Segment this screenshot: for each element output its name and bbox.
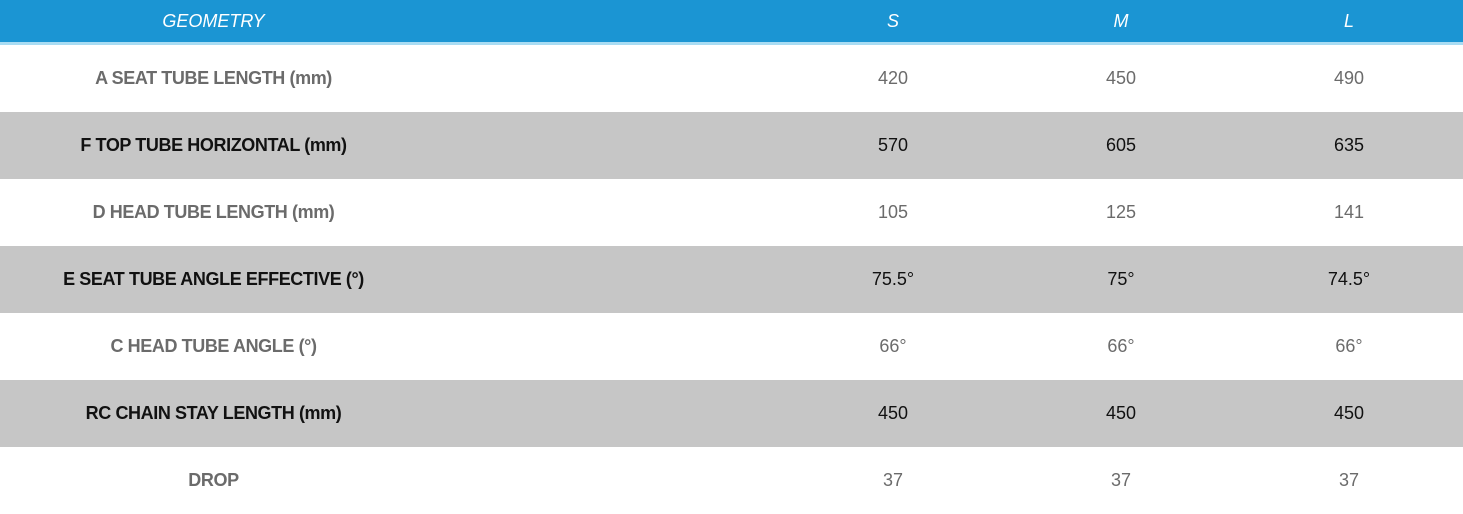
header-cell: S	[886, 10, 899, 31]
table-row: D HEAD TUBE LENGTH (mm) 105 125 141	[0, 179, 1463, 246]
header-cell: L	[1343, 10, 1354, 31]
table-row: F TOP TUBE HORIZONTAL (mm) 570 605 635	[0, 112, 1463, 179]
header-cell: GEOMETRY	[162, 10, 265, 31]
cell: 66°	[879, 336, 907, 356]
cell: 490	[1333, 68, 1365, 88]
table-row: C HEAD TUBE ANGLE (°) 66° 66° 66°	[0, 313, 1463, 380]
cell: 635	[1333, 135, 1365, 155]
cell: 125	[1105, 202, 1137, 222]
row-label: E SEAT TUBE ANGLE EFFECTIVE (°)	[63, 269, 364, 289]
cell: 420	[877, 68, 909, 88]
row-label: F TOP TUBE HORIZONTAL (mm)	[80, 135, 347, 155]
cell: 450	[877, 403, 909, 423]
cell: 141	[1333, 202, 1365, 222]
cell: 66°	[1335, 336, 1363, 356]
row-label: DROP	[188, 470, 239, 490]
table-row: E SEAT TUBE ANGLE EFFECTIVE (°) 75.5° 75° 7…	[0, 246, 1463, 313]
cell: 37	[882, 470, 904, 490]
cell: 75°	[1107, 269, 1135, 289]
cell: 450	[1333, 403, 1365, 423]
row-label: RC CHAIN STAY LENGTH (mm)	[85, 403, 342, 423]
row-label: C HEAD TUBE ANGLE (°)	[110, 336, 317, 356]
row-label: A SEAT TUBE LENGTH (mm)	[95, 68, 332, 88]
cell: 450	[1105, 403, 1137, 423]
cell: 66°	[1107, 336, 1135, 356]
row-label: D HEAD TUBE LENGTH (mm)	[92, 202, 335, 222]
cell: 105	[877, 202, 909, 222]
table-row: A SEAT TUBE LENGTH (mm) 420 450 490	[0, 45, 1463, 112]
cell: 75.5°	[871, 269, 915, 289]
cell: 37	[1110, 470, 1132, 490]
header-cell: M	[1113, 10, 1129, 31]
cell: 605	[1105, 135, 1137, 155]
cell: 450	[1105, 68, 1137, 88]
cell: 37	[1338, 470, 1360, 490]
cell: 74.5°	[1327, 269, 1371, 289]
table-row: DROP 37 37 37	[0, 447, 1463, 514]
header-row: GEOMETRY S M L	[0, 0, 1463, 45]
table-row: RC CHAIN STAY LENGTH (mm) 450 450 450	[0, 380, 1463, 447]
cell: 570	[877, 135, 909, 155]
